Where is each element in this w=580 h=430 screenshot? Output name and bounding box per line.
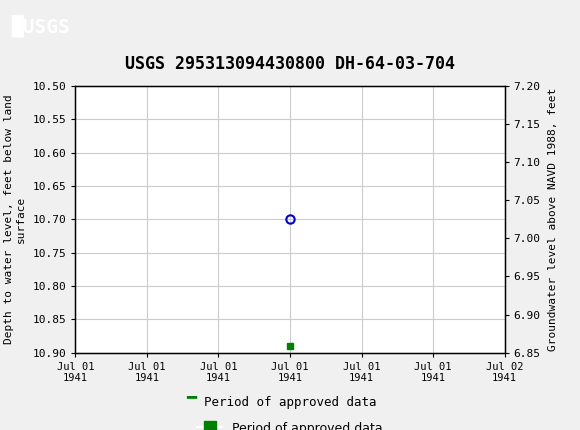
Y-axis label: Depth to water level, feet below land
surface: Depth to water level, feet below land su…	[4, 95, 26, 344]
Text: ━: ━	[186, 388, 197, 406]
Text: USGS 295313094430800 DH-64-03-704: USGS 295313094430800 DH-64-03-704	[125, 55, 455, 73]
Text: █USGS: █USGS	[12, 15, 70, 37]
Text: Period of approved data: Period of approved data	[204, 396, 376, 408]
Y-axis label: Groundwater level above NAVD 1988, feet: Groundwater level above NAVD 1988, feet	[548, 88, 557, 351]
Legend: Period of approved data: Period of approved data	[192, 417, 388, 430]
